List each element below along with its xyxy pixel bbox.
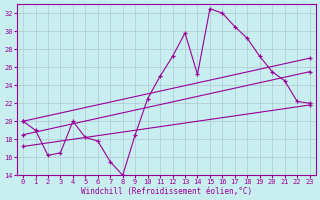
X-axis label: Windchill (Refroidissement éolien,°C): Windchill (Refroidissement éolien,°C) — [81, 187, 252, 196]
